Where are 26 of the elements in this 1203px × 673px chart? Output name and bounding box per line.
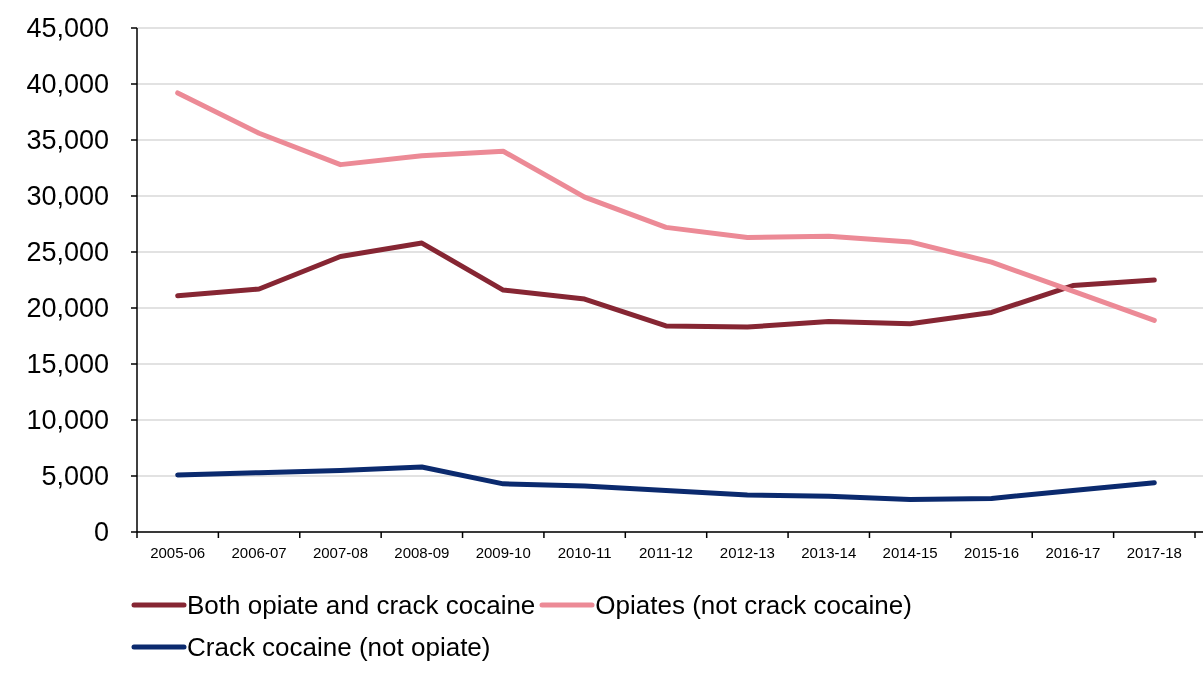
legend-label: Crack cocaine (not opiate) [187,631,491,664]
legend-label: Opiates (not crack cocaine) [595,589,912,622]
x-tick-label: 2015-16 [964,544,1020,561]
y-tick-label: 5,000 [41,461,109,492]
x-tick-label: 2016-17 [1045,544,1101,561]
x-tick-label: 2010-11 [557,544,612,561]
y-tick-label: 40,000 [26,69,109,100]
y-tick-label: 20,000 [26,293,109,324]
x-tick-label: 2013-14 [801,544,857,561]
x-tick-label: 2012-13 [719,544,775,561]
y-tick-label: 10,000 [26,405,109,436]
x-tick-label: 2017-18 [1126,544,1182,561]
y-tick-label: 15,000 [26,349,109,380]
legend-label: Both opiate and crack cocaine [187,589,536,622]
y-tick-label: 30,000 [26,181,109,212]
x-tick-label: 2006-07 [231,544,287,561]
x-tick-label: 2007-08 [312,544,368,561]
x-tick-label: 2011-12 [639,544,693,561]
y-tick-label: 0 [93,517,109,548]
x-tick-label: 2014-15 [882,544,938,561]
x-tick-label: 2005-06 [150,544,206,561]
y-tick-label: 35,000 [26,125,109,156]
x-tick-label: 2009-10 [475,544,531,561]
x-tick-label: 2008-09 [394,544,450,561]
y-tick-label: 45,000 [26,13,109,44]
y-tick-label: 25,000 [26,237,109,268]
